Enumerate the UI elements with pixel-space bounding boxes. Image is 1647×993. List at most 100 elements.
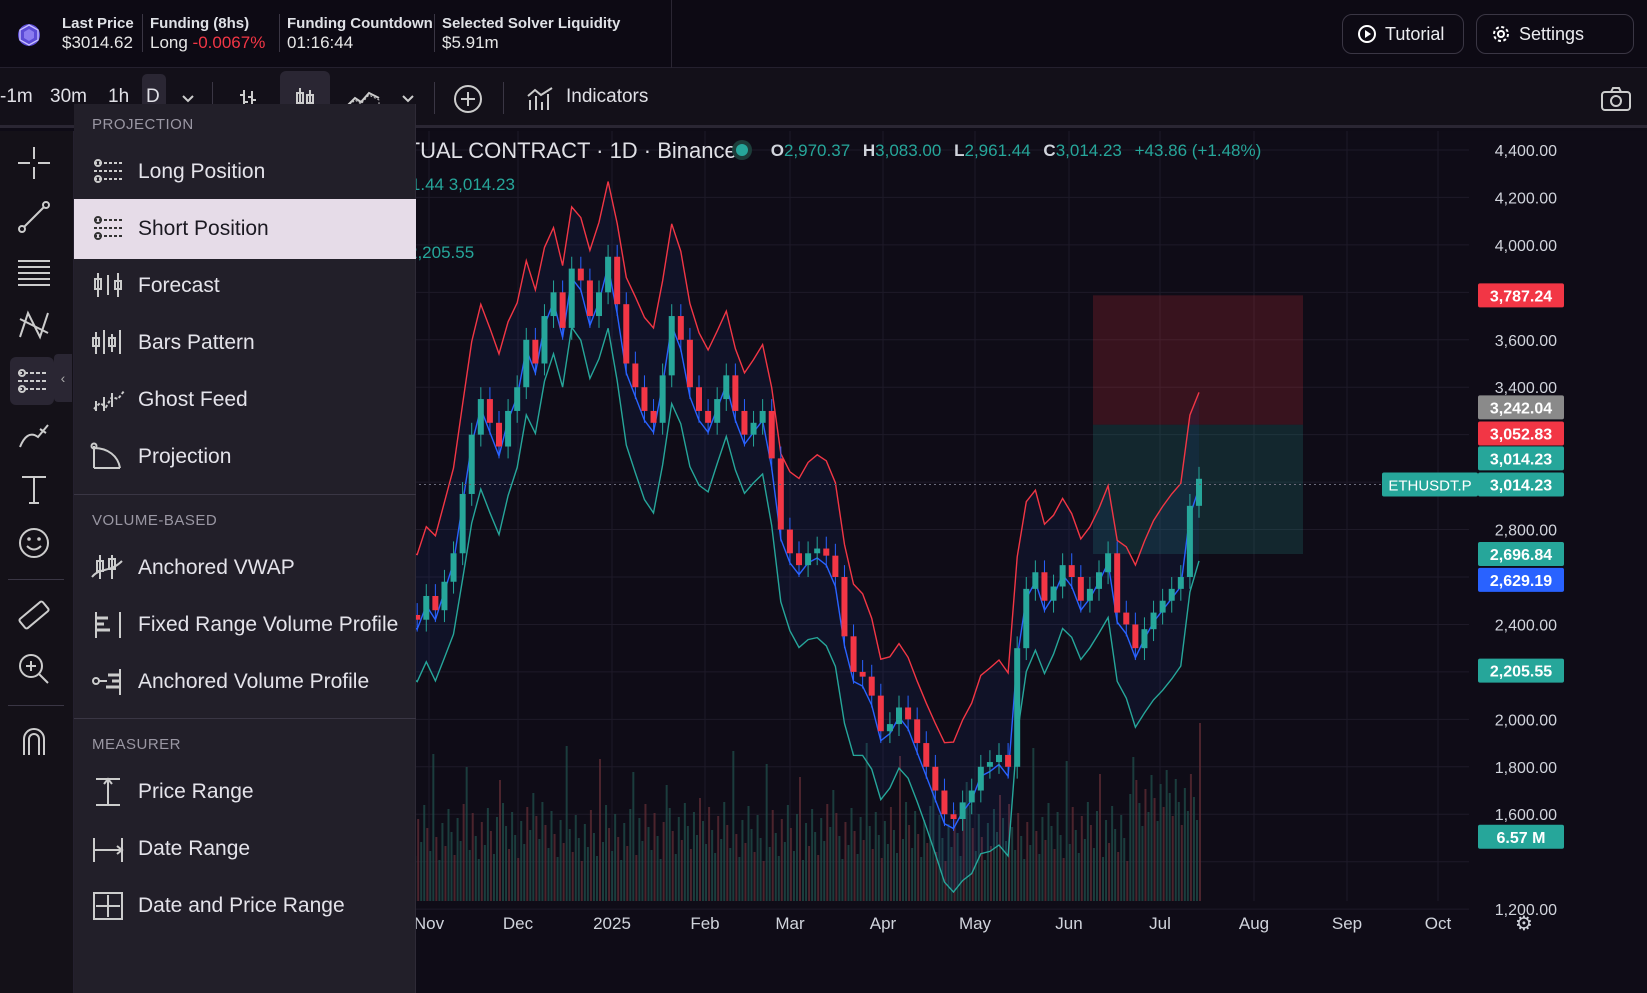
short-position-icon [88, 209, 128, 249]
symbol-tag: ETHUSDT.P [1388, 477, 1471, 494]
volume-bar [886, 844, 889, 901]
volume-bar [574, 815, 577, 901]
magnet-tool[interactable] [14, 721, 54, 761]
volume-bar [456, 818, 459, 901]
volume-bar [671, 831, 674, 901]
volume-bar [974, 851, 977, 901]
fib-tool[interactable] [14, 251, 54, 291]
candle-body [1086, 588, 1093, 601]
menu-item-price-range[interactable]: Price Range [74, 762, 416, 822]
volume-bar [1138, 803, 1141, 901]
timeframe-dropdown[interactable] [170, 82, 206, 116]
collapse-chevron[interactable]: ‹ [54, 354, 72, 402]
indicator-values-row: 961.44 3,014.23 [392, 175, 515, 194]
volume-bar [714, 853, 717, 901]
volume-bar [1086, 802, 1089, 901]
smiley-icon [19, 528, 49, 558]
trend-line-tool[interactable] [14, 197, 54, 237]
projection-tools-menu: PROJECTION Long Position Short Position For… [54, 104, 416, 993]
compare-symbol-button[interactable] [450, 82, 486, 116]
volume-bar [1005, 841, 1008, 901]
crosshair-tool[interactable] [14, 143, 54, 183]
volume-bar [720, 839, 723, 901]
brush-tool[interactable] [14, 415, 54, 455]
volume-bar [805, 823, 808, 901]
volume-bar [1147, 812, 1150, 901]
candle-body [1177, 577, 1184, 589]
volume-bar [911, 848, 914, 901]
text-tool[interactable] [14, 469, 54, 509]
menu-item-anchored-volume-profile[interactable]: Anchored Volume Profile [74, 652, 416, 712]
menu-item-bars-pattern[interactable]: Bars Pattern [74, 313, 416, 373]
indicators-button[interactable]: Indicators [566, 86, 649, 107]
pattern-tool[interactable] [14, 305, 54, 345]
volume-bar [592, 833, 595, 901]
ohlc-high: 3,083.00 [875, 141, 942, 160]
volume-bar [1105, 820, 1108, 901]
candle-body [668, 316, 675, 376]
volume-bar [1077, 853, 1080, 901]
menu-item-date-range[interactable]: Date Range [74, 819, 416, 879]
settings-button[interactable]: Settings [1476, 14, 1634, 54]
price-badge-label: 3,052.83 [1490, 426, 1552, 443]
menu-item-ghost-feed[interactable]: Ghost Feed [74, 370, 416, 430]
volume-bar [647, 827, 650, 901]
volume-bar [453, 855, 456, 901]
tutorial-button[interactable]: Tutorial [1342, 14, 1464, 54]
volume-bar [838, 836, 841, 901]
volume-bar [944, 861, 947, 901]
solver-liquidity-stat: Selected Solver Liquidity $5.91m [442, 15, 620, 53]
y-tick-label: 1,800.00 [1495, 760, 1557, 777]
menu-item-forecast[interactable]: Forecast [74, 256, 416, 316]
zoom-tool[interactable] [14, 649, 54, 689]
volume-bar [932, 769, 935, 901]
emoji-tool[interactable] [14, 523, 54, 563]
last-price-stat: Last Price $3014.62 [62, 15, 134, 53]
chart-canvas[interactable]: 4,400.00 4,200.00 4,000.00 3,600.00 3,400.00… [74, 131, 1647, 993]
menu-item-short-position[interactable]: Short Position [74, 199, 416, 259]
bars-chart-button[interactable] [230, 82, 266, 116]
candle-body [686, 339, 693, 388]
volume-bar [1071, 807, 1074, 901]
menu-section-title: PROJECTION [92, 116, 194, 133]
ruler-tool[interactable] [14, 595, 54, 635]
volume-bar [529, 830, 532, 901]
ohlc-legend: O2,970.37 H3,083.00 L2,961.44 C3,014.23 … [736, 141, 1261, 161]
volume-bar [1056, 812, 1059, 901]
menu-item-projection[interactable]: Projection [74, 427, 416, 487]
menu-item-label: Fixed Range Volume Profile [138, 613, 399, 636]
timeframe-1h[interactable]: 1h [108, 86, 130, 107]
volume-bar [1026, 822, 1029, 901]
menu-item-date-and-price-range[interactable]: Date and Price Range [74, 876, 416, 936]
bollinger-upper-line [398, 181, 1200, 744]
price-badge-label: 3,014.23 [1490, 477, 1552, 494]
chart-type-dropdown[interactable] [390, 82, 426, 116]
timeframe-30m[interactable]: 30m [50, 86, 87, 107]
volume-bar [577, 838, 580, 901]
volume-bar [1108, 843, 1111, 901]
volume-bar [650, 850, 653, 901]
volume-bar [677, 817, 680, 901]
volume-bar [802, 860, 805, 901]
menu-item-fixed-range-volume-profile[interactable]: Fixed Range Volume Profile [74, 595, 416, 655]
timeframe-1m[interactable]: -1m [0, 86, 33, 107]
candle-body [723, 375, 730, 400]
chevron-down-icon [402, 95, 414, 103]
candle-body [859, 671, 866, 677]
volume-bar [935, 852, 938, 901]
volume-bar [568, 829, 571, 901]
volume-bar [668, 808, 671, 901]
projection-tool[interactable] [10, 357, 54, 405]
volume-bar [492, 854, 495, 901]
menu-divider [74, 718, 416, 719]
menu-item-long-position[interactable]: Long Position [74, 142, 416, 202]
screenshot-button[interactable] [1598, 82, 1634, 116]
x-tick-label: Jul [1149, 914, 1171, 933]
ohlc-key: O [770, 141, 784, 160]
menu-item-anchored-vwap[interactable]: Anchored VWAP [74, 538, 416, 598]
volume-bar [644, 804, 647, 901]
indicators-icon-wrap[interactable] [522, 82, 558, 116]
volume-bar [859, 817, 862, 901]
price-badge [1478, 472, 1564, 497]
volume-bar [1053, 849, 1056, 901]
